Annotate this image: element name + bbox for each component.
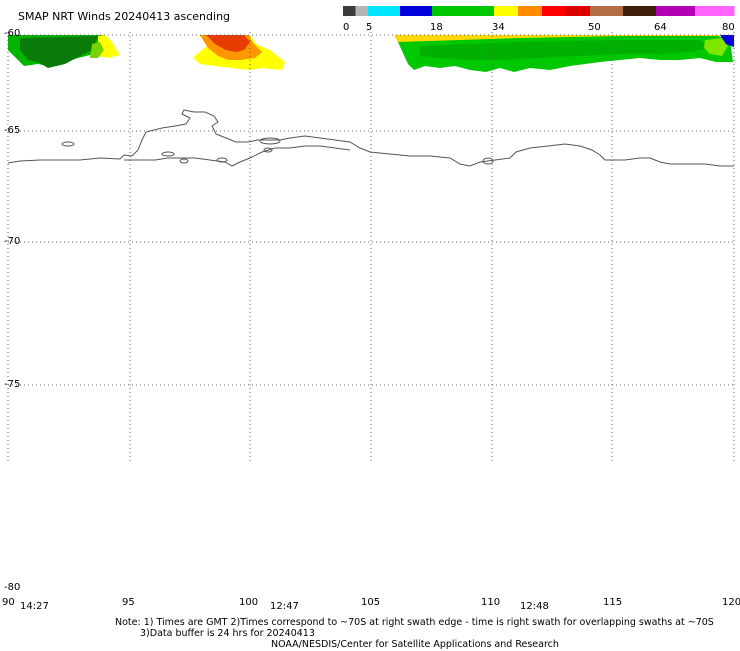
coastline bbox=[7, 109, 734, 167]
coast-main bbox=[7, 109, 734, 167]
island-7 bbox=[482, 157, 494, 165]
lon-label: 90 bbox=[2, 597, 15, 608]
legend-color-band bbox=[343, 6, 356, 16]
lon-label: 115 bbox=[603, 597, 622, 608]
time-label: 14:27 bbox=[20, 601, 49, 612]
legend-color-band bbox=[542, 6, 567, 16]
legend-color-band bbox=[623, 6, 657, 16]
graticule bbox=[7, 32, 735, 464]
legend-color-band bbox=[400, 6, 433, 16]
lon-label: 110 bbox=[481, 597, 500, 608]
legend-color-band bbox=[566, 6, 591, 16]
legend-color-band bbox=[656, 6, 696, 16]
lat-label: -75 bbox=[4, 379, 20, 390]
wind-patch-red bbox=[206, 35, 250, 52]
lon-label: 100 bbox=[239, 597, 258, 608]
wind-patch-blue bbox=[720, 35, 734, 47]
wind-speed-legend: 0 5 18 34 50 64 80 bbox=[343, 6, 735, 33]
wind-swath-center bbox=[193, 35, 285, 70]
legend-tick-label: 34 bbox=[492, 22, 505, 33]
legend-tick-label: 5 bbox=[366, 22, 372, 33]
legend-tick-label: 50 bbox=[588, 22, 601, 33]
legend-color-band bbox=[463, 6, 495, 16]
lat-label: -80 bbox=[4, 582, 20, 593]
map-title: SMAP NRT Winds 20240413 ascending bbox=[18, 10, 230, 23]
lon-label: 105 bbox=[361, 597, 380, 608]
legend-tick-label: 0 bbox=[343, 22, 349, 33]
island-1 bbox=[61, 141, 75, 147]
wind-patch-yellow-green bbox=[704, 38, 728, 56]
island-5 bbox=[259, 137, 281, 145]
lat-label: -60 bbox=[4, 28, 20, 39]
legend-color-band bbox=[695, 6, 735, 16]
legend-color-band bbox=[432, 6, 464, 16]
lon-label: 120 bbox=[722, 597, 740, 608]
swath-time-labels: 14:27 12:47 12:48 bbox=[20, 601, 549, 612]
island-2 bbox=[161, 151, 175, 157]
island-4 bbox=[216, 157, 228, 163]
wind-patch-yellow bbox=[98, 35, 120, 58]
note-line-1: Note: 1) Times are GMT 2)Times correspon… bbox=[115, 617, 714, 628]
island-3 bbox=[179, 158, 189, 164]
legend-color-band bbox=[518, 6, 543, 16]
coast-shelf bbox=[124, 145, 351, 167]
latitude-labels: -60 -65 -70 -75 -80 bbox=[4, 28, 20, 593]
wind-patch-light-green bbox=[90, 42, 104, 58]
lat-label: -70 bbox=[4, 236, 20, 247]
wind-patch-dark-green bbox=[20, 36, 98, 68]
longitude-labels: 90 95 100 105 110 115 120 bbox=[2, 597, 740, 608]
time-label: 12:48 bbox=[520, 601, 549, 612]
legend-tick-label: 80 bbox=[722, 22, 735, 33]
legend-tick-label: 64 bbox=[654, 22, 667, 33]
legend-color-band bbox=[494, 6, 519, 16]
legend-color-band bbox=[368, 6, 401, 16]
lat-label: -65 bbox=[4, 125, 20, 136]
map-frame bbox=[7, 32, 735, 464]
note-line-2: 3)Data buffer is 24 hrs for 20240413 bbox=[140, 628, 315, 639]
credit-line: NOAA/NESDIS/Center for Satellite Applica… bbox=[271, 639, 559, 650]
legend-color-band bbox=[355, 6, 369, 16]
lon-label: 95 bbox=[122, 597, 135, 608]
legend-color-band bbox=[590, 6, 624, 16]
wind-swath-left bbox=[8, 35, 120, 68]
legend-tick-label: 18 bbox=[430, 22, 443, 33]
island-6 bbox=[263, 147, 273, 153]
time-label: 12:47 bbox=[270, 601, 299, 612]
